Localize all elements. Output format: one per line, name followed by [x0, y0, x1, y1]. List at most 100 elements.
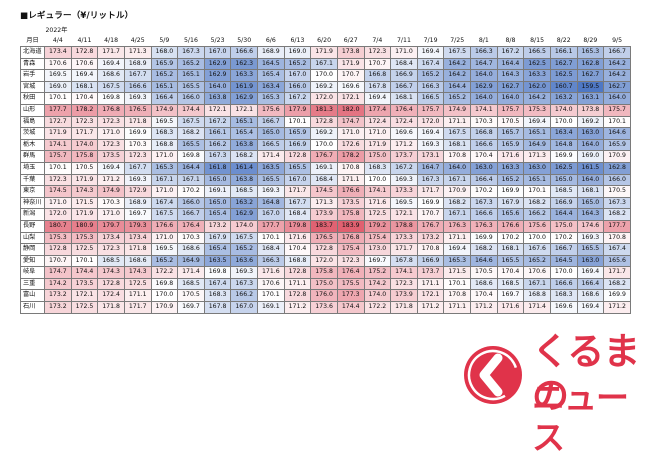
price-cell: 167.3: [177, 46, 205, 59]
price-cell: 171.2: [283, 301, 312, 314]
price-cell: 171.8: [123, 115, 152, 129]
price-cell: 171.0: [390, 46, 418, 59]
date-header: 5/30: [230, 36, 258, 47]
price-cell: 176.7: [310, 150, 338, 163]
price-cell: 165.5: [257, 173, 285, 187]
year-row: 2022年: [20, 26, 631, 36]
date-header: 8/8: [497, 36, 524, 47]
price-cell: 169.4: [97, 161, 125, 175]
price-cell: 168.9: [123, 196, 152, 210]
price-cell: 173.1: [416, 150, 445, 163]
prefecture-label: 北海道: [20, 46, 45, 59]
price-cell: 166.6: [470, 138, 498, 152]
price-cell: 165.2: [177, 57, 205, 71]
price-cell: 176.6: [496, 219, 525, 233]
price-cell: 176.6: [336, 185, 365, 198]
price-cell: 167.2: [203, 115, 232, 129]
date-header: 5/23: [204, 36, 231, 47]
price-cell: 166.6: [123, 80, 152, 94]
price-cell: 171.6: [283, 231, 312, 245]
price-cell: 165.5: [496, 254, 525, 268]
price-cell: 168.5: [496, 277, 525, 291]
price-cell: 177.3: [336, 289, 365, 303]
price-cell: 175.4: [336, 243, 365, 256]
price-cell: 167.8: [203, 301, 232, 314]
price-cell: 165.1: [150, 80, 179, 94]
price-cell: 173.2: [44, 301, 72, 314]
price-cell: 173.4: [44, 46, 72, 59]
price-cell: 171.7: [603, 266, 631, 279]
price-cell: 172.4: [363, 115, 392, 129]
price-cell: 167.5: [443, 127, 471, 140]
price-cell: 165.0: [257, 127, 285, 140]
price-cell: 168.0: [150, 46, 179, 59]
price-cell: 169.4: [416, 46, 445, 59]
price-cell: 179.8: [283, 219, 312, 233]
price-cell: 169.9: [416, 196, 445, 210]
price-cell: 169.6: [336, 80, 365, 94]
price-cell: 174.0: [363, 289, 392, 303]
price-cell: 165.2: [496, 173, 525, 187]
table-row: 東京 174.5 174.3 174.9 172.9 171.0 170.2 169.1 168…: [20, 185, 631, 198]
price-cell: 171.3: [123, 46, 152, 59]
price-cell: 167.5: [443, 46, 471, 59]
price-cell: 170.2: [496, 231, 525, 245]
logo-bottom-text: ニュース: [532, 378, 629, 457]
price-cell: 164.4: [443, 80, 471, 94]
price-cell: 162.9: [230, 208, 258, 221]
prefecture-label: 栃木: [20, 138, 45, 152]
price-cell: 172.3: [123, 150, 152, 163]
price-cell: 179.7: [97, 219, 125, 233]
prefecture-label: 神奈川: [20, 196, 45, 210]
price-cell: 179.3: [123, 219, 152, 233]
price-cell: 175.7: [496, 103, 525, 117]
price-cell: 176.8: [336, 231, 365, 245]
price-cell: 174.9: [97, 185, 125, 198]
price-cell: 173.3: [390, 185, 418, 198]
price-cell: 165.2: [150, 69, 179, 82]
price-cell: 171.1: [443, 231, 471, 245]
price-cell: 170.8: [416, 243, 445, 256]
price-cell: 166.6: [470, 208, 498, 221]
price-cell: 162.9: [203, 69, 232, 82]
price-cell: 169.3: [257, 185, 285, 198]
price-cell: 173.5: [70, 277, 99, 291]
price-cell: 173.4: [123, 231, 152, 245]
price-cell: 167.2: [496, 46, 525, 59]
price-cell: 173.5: [336, 196, 365, 210]
price-cell: 167.2: [283, 92, 312, 105]
price-cell: 174.9: [443, 103, 471, 117]
table-title: ■レギュラー（¥/リットル）: [20, 11, 134, 21]
date-header: 5/16: [177, 36, 205, 47]
price-cell: 171.1: [443, 301, 471, 314]
price-cell: 165.3: [150, 161, 179, 175]
price-cell: 166.7: [257, 115, 285, 129]
price-cell: 170.0: [549, 115, 578, 129]
price-cell: 170.1: [70, 254, 99, 268]
price-cell: 170.2: [470, 185, 498, 198]
prefecture-label: 宮城: [20, 80, 45, 94]
price-cell: 167.2: [390, 161, 418, 175]
price-cell: 169.8: [97, 92, 125, 105]
price-cell: 164.5: [257, 57, 285, 71]
price-cell: 177.9: [283, 103, 312, 117]
price-cell: 165.2: [150, 254, 179, 268]
price-cell: 174.1: [390, 266, 418, 279]
price-cell: 170.6: [523, 266, 551, 279]
price-cell: 170.4: [470, 289, 498, 303]
price-cell: 166.7: [390, 80, 418, 94]
price-cell: 172.3: [97, 243, 125, 256]
price-cell: 166.4: [150, 92, 179, 105]
prefecture-label: 群馬: [20, 150, 45, 163]
price-cell: 164.0: [443, 161, 471, 175]
price-cell: 168.6: [177, 243, 205, 256]
price-cell: 174.6: [576, 219, 605, 233]
price-cell: 164.7: [470, 57, 498, 71]
price-cell: 163.0: [470, 161, 498, 175]
price-cell: 164.5: [549, 254, 578, 268]
price-cell: 173.9: [390, 289, 418, 303]
price-cell: 168.4: [283, 208, 312, 221]
price-cell: 171.0: [363, 127, 392, 140]
price-cell: 171.6: [257, 266, 285, 279]
price-cell: 163.3: [523, 69, 551, 82]
